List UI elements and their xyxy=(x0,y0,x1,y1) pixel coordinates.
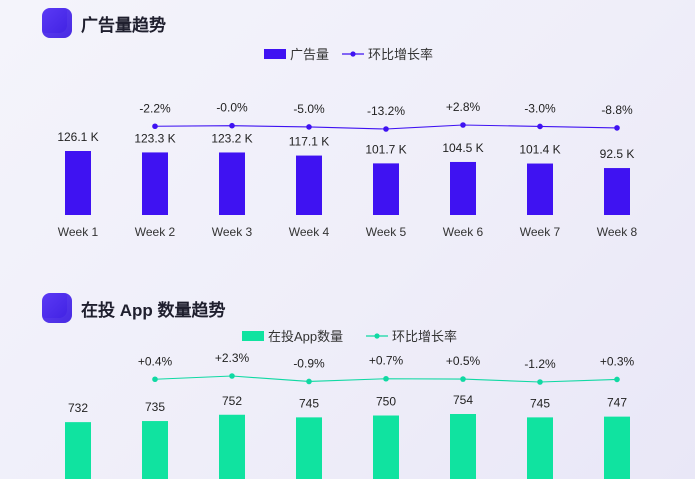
category-label-0-6: Week 7 xyxy=(520,225,561,239)
rate-point-1-1 xyxy=(152,376,158,383)
bar-0-5 xyxy=(450,161,476,215)
category-label-0-2: Week 3 xyxy=(212,225,253,239)
category-label-0-1: Week 2 xyxy=(135,225,176,239)
ads-trend-title: 广告量趋势 xyxy=(81,15,166,35)
category-label-0-3: Week 4 xyxy=(289,225,330,239)
rate-point-1-4 xyxy=(383,375,389,382)
apps-trend-chart: 在投App数量 环比增长率 732 735 752 745 750 754 745 747 +0.4… xyxy=(65,329,635,479)
rate-point-0-2 xyxy=(229,122,235,129)
rate-label-0-1: -2.2% xyxy=(139,101,171,115)
legend-bar-label-0: 广告量 xyxy=(290,47,329,62)
bar-1-2 xyxy=(219,414,245,479)
category-label-0-0: Week 1 xyxy=(58,225,99,239)
bar-value-label-1-1: 735 xyxy=(145,400,165,414)
bar-1-4 xyxy=(373,415,399,479)
legend-swatch-bar-1 xyxy=(242,331,264,341)
ads-trend-title-row: 广告量趋势 xyxy=(42,8,166,38)
rate-point-1-7 xyxy=(614,376,620,383)
apps-trend-panel: 在投 App 数量趋势 在投App数量 环比增长率 732 735 752 745 750 7… xyxy=(0,285,695,479)
bar-value-label-1-5: 754 xyxy=(453,393,473,407)
legend-line-label-1: 环比增长率 xyxy=(392,329,457,344)
rate-point-0-7 xyxy=(614,125,620,131)
bar-1-1 xyxy=(142,421,168,479)
category-label-0-5: Week 6 xyxy=(443,225,484,239)
ads-trend-chart: 广告量 环比增长率 126.1 K 123.3 K 123.2 K 117.1 K 101.… xyxy=(57,47,638,239)
legend-swatch-dot-0 xyxy=(350,51,356,57)
bar-value-label-1-2: 752 xyxy=(222,394,242,408)
bar-0-1 xyxy=(142,152,168,215)
bar-value-label-0-5: 104.5 K xyxy=(442,141,483,155)
ads-title-square-icon xyxy=(42,8,72,38)
legend-bar-label-1: 在投App数量 xyxy=(268,329,343,344)
rate-label-1-6: -1.2% xyxy=(524,357,556,371)
bar-value-label-0-3: 117.1 K xyxy=(289,135,329,149)
bar-1-0 xyxy=(65,422,91,479)
rate-point-1-6 xyxy=(537,379,543,385)
apps-trend-title: 在投 App 数量趋势 xyxy=(81,300,226,320)
bar-value-label-1-4: 750 xyxy=(376,395,396,409)
rate-label-0-2: -0.0% xyxy=(216,101,248,115)
apps-title-square-icon xyxy=(42,293,72,323)
category-label-0-7: Week 8 xyxy=(597,225,638,239)
legend-1: 在投App数量 环比增长率 xyxy=(242,329,457,344)
rate-label-0-5: +2.8% xyxy=(446,100,481,114)
bar-value-label-0-6: 101.4 K xyxy=(519,143,560,157)
rate-point-1-5 xyxy=(460,376,466,382)
bar-1-6 xyxy=(527,417,553,479)
rate-label-0-3: -5.0% xyxy=(293,102,325,116)
rate-point-0-4 xyxy=(383,126,389,132)
bar-1-5 xyxy=(450,414,476,479)
rate-label-1-7: +0.3% xyxy=(600,354,635,368)
bar-value-label-0-4: 101.7 K xyxy=(365,142,406,156)
bar-0-0 xyxy=(65,151,91,215)
rate-label-0-4: -13.2% xyxy=(367,104,405,118)
bar-value-label-1-0: 732 xyxy=(68,401,88,415)
bar-value-label-0-7: 92.5 K xyxy=(600,147,635,161)
bar-value-label-1-7: 747 xyxy=(607,396,627,410)
rate-point-0-3 xyxy=(306,124,312,130)
bar-value-label-0-2: 123.2 K xyxy=(211,131,252,145)
category-label-0-4: Week 5 xyxy=(366,225,407,239)
apps-trend-title-row: 在投 App 数量趋势 xyxy=(42,293,226,323)
bar-0-6 xyxy=(527,163,553,215)
legend-line-label-0: 环比增长率 xyxy=(368,47,433,62)
bar-0-2 xyxy=(219,152,245,215)
legend-swatch-dot-1 xyxy=(374,333,380,339)
bar-0-3 xyxy=(296,155,322,215)
rate-point-0-6 xyxy=(537,123,543,130)
rate-point-0-5 xyxy=(460,122,466,128)
bar-1-3 xyxy=(296,417,322,479)
bar-1-7 xyxy=(604,416,630,479)
rate-label-1-4: +0.7% xyxy=(369,354,404,368)
bar-value-label-0-1: 123.3 K xyxy=(134,131,175,145)
rate-label-1-1: +0.4% xyxy=(138,354,173,368)
rate-point-1-3 xyxy=(306,378,312,385)
bar-value-label-1-6: 745 xyxy=(530,396,550,410)
bar-value-label-0-0: 126.1 K xyxy=(57,130,98,144)
rate-label-1-5: +0.5% xyxy=(446,354,481,368)
legend-swatch-bar-0 xyxy=(264,49,286,59)
bar-0-7 xyxy=(604,168,630,215)
rate-point-0-1 xyxy=(152,123,158,130)
bar-0-4 xyxy=(373,163,399,215)
rate-label-1-3: -0.9% xyxy=(293,356,325,370)
bar-value-label-1-3: 745 xyxy=(299,396,319,410)
rate-label-0-6: -3.0% xyxy=(524,101,556,115)
rate-label-0-7: -8.8% xyxy=(601,103,633,117)
rate-label-1-2: +2.3% xyxy=(215,351,250,365)
rate-point-1-2 xyxy=(229,373,235,379)
legend-0: 广告量 环比增长率 xyxy=(264,47,433,62)
ads-trend-panel: 广告量趋势 广告量 环比增长率 126.1 K 123.3 K 123.2 K 117.1… xyxy=(42,8,638,239)
